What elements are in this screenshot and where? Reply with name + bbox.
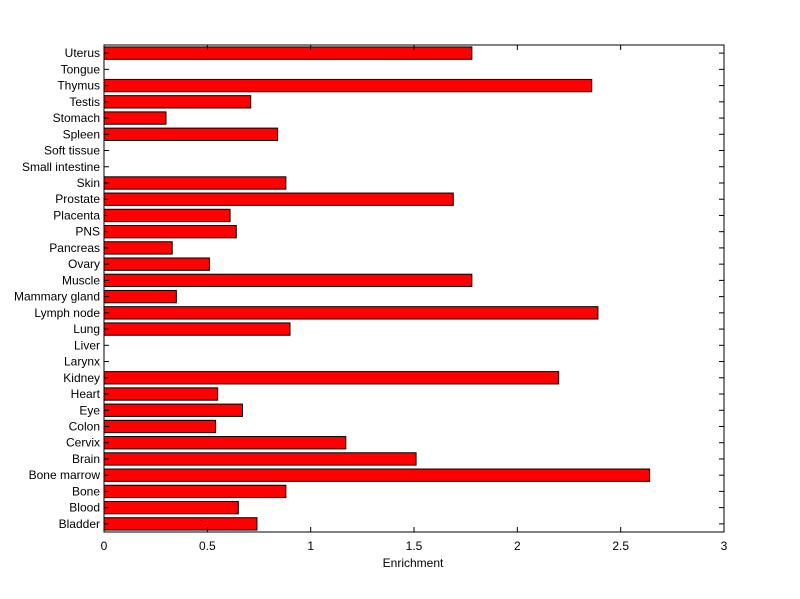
y-tick-labels: Uterus Tongue Thymus Testis Stomach Spleen Sof…	[14, 46, 101, 531]
x-tick-label: 2	[514, 539, 521, 553]
y-tick-label-cervix: Cervix	[66, 436, 100, 450]
bar-eye	[103, 403, 243, 417]
plot-frame	[103, 44, 725, 533]
y-tick-label-pns: PNS	[75, 225, 100, 239]
y-tick-label-thymus: Thymus	[57, 79, 100, 93]
y-tick-label-prostate: Prostate	[55, 192, 100, 206]
bar-ovary	[103, 257, 210, 271]
y-tick-label-bone: Bone	[72, 484, 100, 498]
x-tick-label: 2.5	[612, 539, 629, 553]
bar-heart	[103, 387, 219, 401]
x-tick-label: 3	[721, 539, 728, 553]
bar-lymph-node	[103, 306, 599, 320]
y-tick-label-soft-tissue: Soft tissue	[44, 144, 100, 158]
y-tick-label-uterus: Uterus	[65, 46, 100, 60]
y-tick-label-stomach: Stomach	[53, 111, 100, 125]
y-tick-label-bladder: Bladder	[59, 517, 100, 531]
y-tick-label-skin: Skin	[77, 176, 100, 190]
y-tick-label-liver: Liver	[74, 338, 100, 352]
y-tick-label-pancreas: Pancreas	[49, 241, 100, 255]
bar-brain	[103, 452, 417, 466]
bar-mammary-gland	[103, 289, 177, 304]
x-tick-label: 1	[307, 539, 314, 553]
y-tick-label-brain: Brain	[72, 452, 100, 466]
y-tick-label-eye: Eye	[79, 403, 100, 417]
bar-bone	[103, 484, 287, 499]
y-tick-label-kidney: Kidney	[63, 371, 100, 385]
bar-skin	[103, 176, 287, 190]
bar-kidney	[103, 371, 560, 385]
x-axis-label: Enrichment	[383, 556, 444, 570]
y-tick-label-larynx: Larynx	[64, 355, 100, 369]
y-tick-label-muscle: Muscle	[62, 273, 100, 287]
bar-pns	[103, 225, 237, 239]
bar-prostate	[103, 192, 454, 206]
bar-thymus	[103, 78, 593, 93]
bars-group	[103, 46, 651, 531]
x-tick-label: 0	[101, 539, 108, 553]
bar-testis	[103, 95, 252, 109]
bar-cervix	[103, 436, 347, 450]
y-tick-label-blood: Blood	[69, 501, 100, 515]
x-tick-label: 0.5	[199, 539, 216, 553]
y-tick-label-tongue: Tongue	[61, 62, 101, 76]
y-tick-label-colon: Colon	[69, 419, 100, 433]
bar-muscle	[103, 273, 473, 288]
bar-lung	[103, 322, 291, 336]
bar-blood	[103, 500, 239, 515]
bar-spleen	[103, 127, 279, 141]
y-tick-label-small-intestine: Small intestine	[22, 160, 100, 174]
y-tick-label-lymph-node: Lymph node	[34, 306, 100, 320]
bar-bladder	[103, 517, 258, 531]
bar-bone-marrow	[103, 468, 651, 482]
bar-stomach	[103, 111, 167, 125]
x-tick-label: 1.5	[406, 539, 423, 553]
y-tick-label-mammary-gland: Mammary gland	[14, 290, 100, 304]
bar-uterus	[103, 46, 473, 60]
bar-colon	[103, 419, 217, 434]
y-tick-label-ovary: Ovary	[68, 257, 100, 271]
y-tick-label-heart: Heart	[71, 387, 101, 401]
y-tick-label-lung: Lung	[73, 322, 100, 336]
y-tick-label-bone-marrow: Bone marrow	[29, 468, 101, 482]
bar-pancreas	[103, 241, 173, 255]
y-tick-label-placenta: Placenta	[53, 208, 100, 222]
y-tick-label-testis: Testis	[69, 95, 100, 109]
bar-placenta	[103, 208, 231, 223]
y-tick-label-spleen: Spleen	[63, 127, 100, 141]
x-tick-labels: 0 0.5 1 1.5 2 2.5 3	[101, 539, 728, 553]
